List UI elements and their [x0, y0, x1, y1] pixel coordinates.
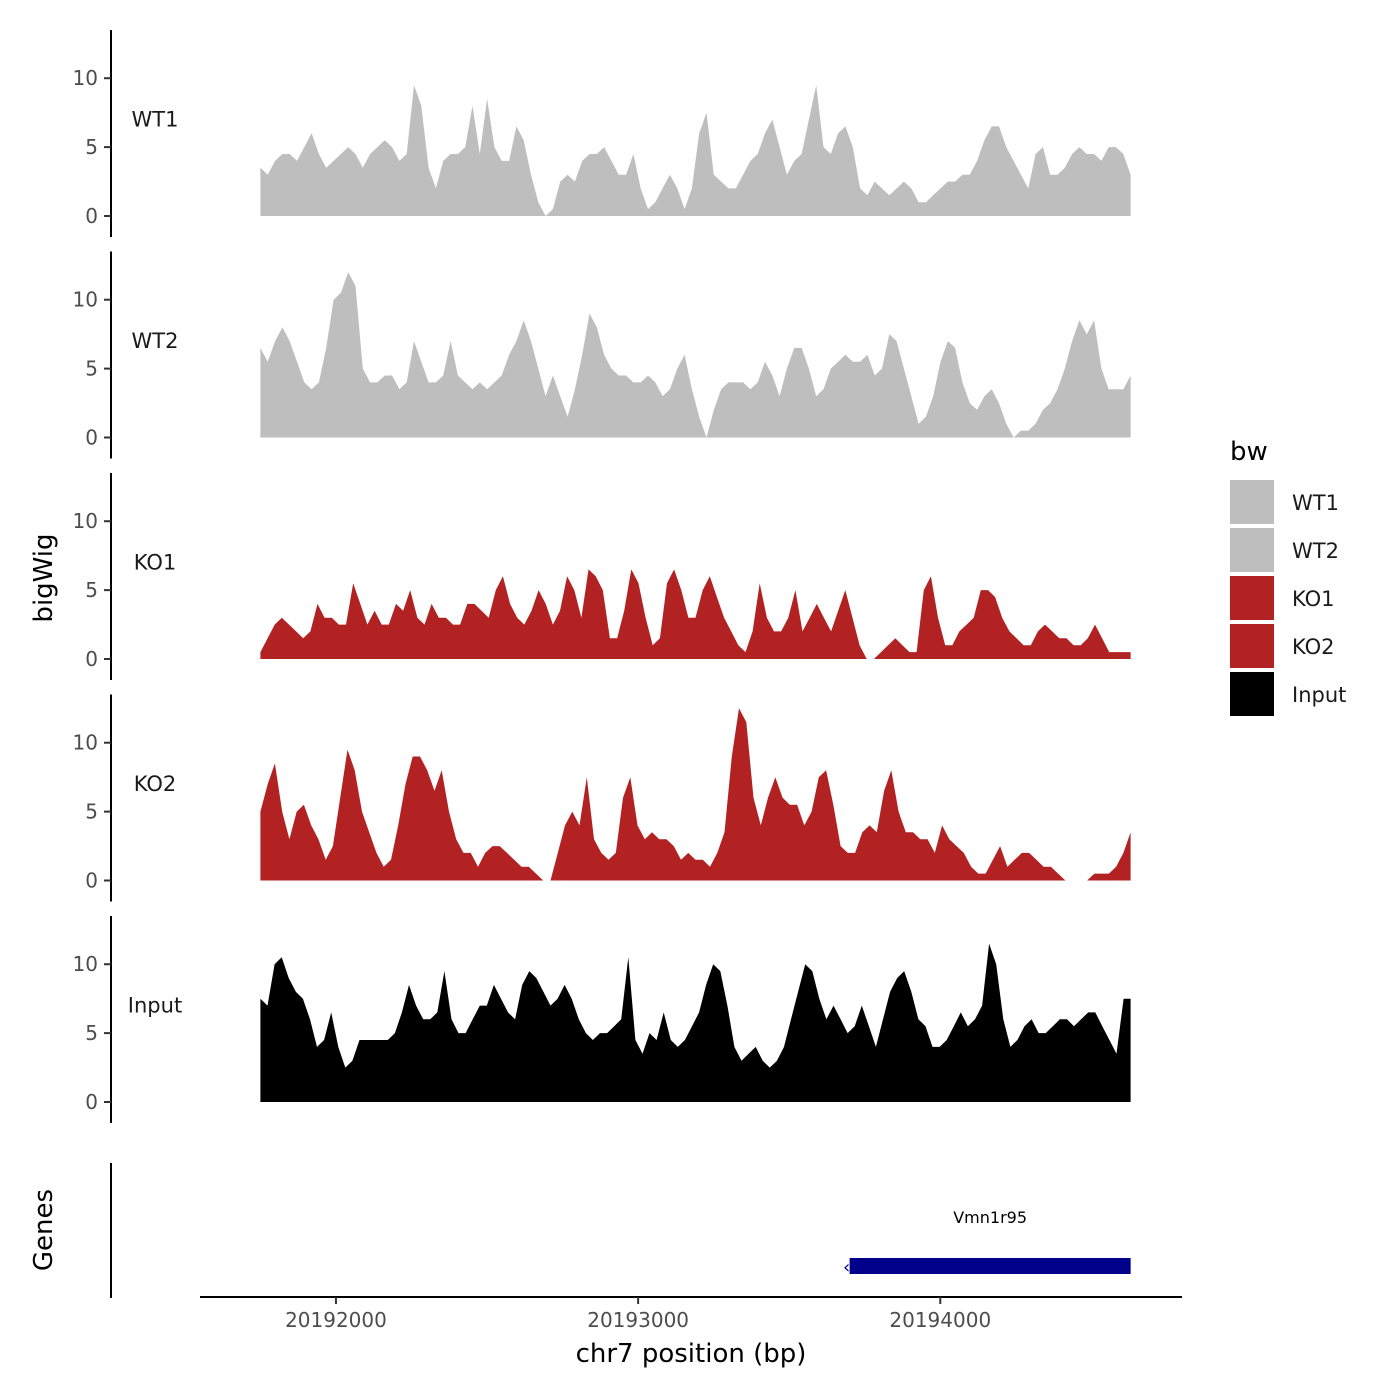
track-wt2: 0 5 10 WT2 — [73, 251, 1131, 459]
legend-label: WT2 — [1292, 539, 1339, 563]
coverage-area-wt1 — [260, 85, 1131, 216]
coverage-tracks: 0 5 10 WT1 0 5 10 WT2 0 5 10 KO1 0 5 10 KO2 0 5 10 Input — [73, 30, 1131, 1123]
y-tick-label: 0 — [85, 426, 98, 450]
track-label-wt2: WT2 — [132, 329, 179, 353]
legend-item-wt2: WT2 — [1230, 528, 1339, 572]
track-wt1: 0 5 10 WT1 — [73, 30, 1131, 237]
legend-item-ko2: KO2 — [1230, 624, 1335, 668]
gene-body — [849, 1258, 1131, 1274]
legend-swatch — [1230, 624, 1274, 668]
y-tick-label: 0 — [85, 647, 98, 671]
legend-label: KO1 — [1292, 587, 1335, 611]
legend-swatch — [1230, 480, 1274, 524]
track-label-wt1: WT1 — [132, 107, 179, 131]
y-tick-label: 10 — [73, 66, 98, 90]
y-tick-label: 5 — [85, 135, 98, 159]
y-tick-label: 0 — [85, 1090, 98, 1114]
x-axis-ticks: 20192000 20193000 20194000 — [285, 1297, 991, 1332]
track-ko1: 0 5 10 KO1 — [73, 473, 1131, 680]
legend-swatch — [1230, 672, 1274, 716]
legend: bw WT1 WT2 KO1 KO2 Input — [1230, 437, 1346, 716]
legend-swatch — [1230, 576, 1274, 620]
y-tick-label: 5 — [85, 357, 98, 381]
y-tick-label: 10 — [73, 952, 98, 976]
legend-swatch — [1230, 528, 1274, 572]
coverage-area-input — [260, 943, 1131, 1102]
legend-label: Input — [1292, 683, 1346, 707]
legend-item-input: Input — [1230, 672, 1346, 716]
y-tick-label: 5 — [85, 800, 98, 824]
x-axis: 20192000 20193000 20194000 chr7 position (… — [200, 1296, 1182, 1369]
legend-label: KO2 — [1292, 635, 1335, 659]
track-label-input: Input — [128, 993, 182, 1017]
y-tick-label: 5 — [85, 1021, 98, 1045]
x-tick-label: 20192000 — [285, 1308, 387, 1332]
gene-vmn1r95: ‹ Vmn1r95 — [843, 1208, 1131, 1278]
y-tick-label: 0 — [85, 869, 98, 893]
legend-label: WT1 — [1292, 491, 1339, 515]
x-tick-label: 20194000 — [889, 1308, 991, 1332]
y-tick-label: 0 — [85, 204, 98, 228]
genes-panel-label: Genes — [29, 1189, 59, 1271]
track-label-ko2: KO2 — [134, 772, 177, 796]
y-axis-title: bigWig — [29, 533, 59, 622]
track-label-ko1: KO1 — [134, 550, 177, 574]
x-axis-title: chr7 position (bp) — [576, 1339, 807, 1369]
legend-items: WT1 WT2 KO1 KO2 Input — [1230, 480, 1346, 716]
y-tick-label: 10 — [73, 509, 98, 533]
track-ko2: 0 5 10 KO2 — [73, 694, 1131, 902]
genes-panel: Genes ‹ Vmn1r95 — [29, 1163, 1131, 1298]
coverage-area-ko2 — [260, 708, 1131, 881]
gene-name-label: Vmn1r95 — [953, 1208, 1027, 1227]
x-tick-label: 20193000 — [587, 1308, 689, 1332]
coverage-area-ko1 — [260, 569, 1131, 659]
gene-models: ‹ Vmn1r95 — [843, 1208, 1131, 1278]
legend-item-wt1: WT1 — [1230, 480, 1339, 524]
strand-arrow-icon: ‹ — [843, 1257, 850, 1278]
track-input: 0 5 10 Input — [73, 916, 1131, 1123]
y-tick-label: 10 — [73, 731, 98, 755]
coverage-area-wt2 — [260, 272, 1131, 438]
legend-item-ko1: KO1 — [1230, 576, 1335, 620]
y-tick-label: 10 — [73, 288, 98, 312]
y-tick-label: 5 — [85, 578, 98, 602]
legend-title: bw — [1230, 437, 1268, 467]
